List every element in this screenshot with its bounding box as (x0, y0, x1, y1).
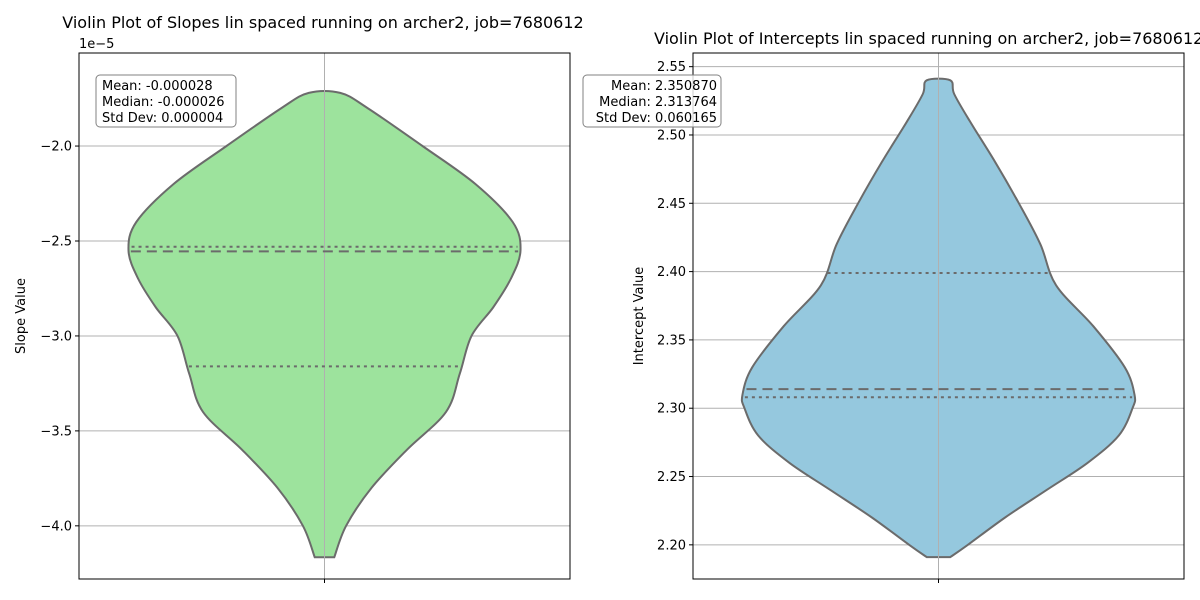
intercepts-y-tick-label-2: 2.30 (657, 402, 686, 417)
intercepts-chart-title: Violin Plot of Intercepts lin spaced run… (654, 29, 1200, 48)
slopes-y-tick-label-4: −4.0 (40, 519, 72, 534)
intercepts-stat-mean: Mean: 2.350870 (611, 79, 717, 94)
intercepts-y-tick-label-3: 2.35 (657, 333, 686, 348)
intercepts-stats-box-frame (582, 74, 722, 128)
slopes-y-tick-label-0: −2.0 (40, 140, 72, 155)
intercepts-y-axis-label: Intercept Value (632, 267, 647, 366)
slopes-y-axis-label: Slope Value (14, 278, 29, 354)
slopes-stat-std: Std Dev: 0.000004 (102, 111, 223, 126)
intercepts-y-tick-label-0: 2.20 (657, 538, 686, 553)
slopes-stats-box: Mean: -0.000028 Median: -0.000026 Std De… (95, 74, 237, 128)
slopes-y-tick-label-1: −2.5 (40, 234, 72, 249)
intercepts-stats-box: Mean: 2.350870 Median: 2.313764 Std Dev:… (582, 74, 722, 128)
intercepts-axes-frame (692, 52, 1185, 580)
intercepts-y-tick-label-7: 2.55 (657, 60, 686, 75)
slopes-violin-layer (127, 53, 522, 579)
slopes-stats-box-frame (95, 74, 237, 128)
intercepts-y-tick-label-4: 2.40 (657, 265, 686, 280)
slopes-y-tick-label-2: −3.0 (40, 329, 72, 344)
intercepts-stat-median: Median: 2.313764 (599, 95, 717, 110)
intercepts-y-tick-label-6: 2.50 (657, 128, 686, 143)
slopes-y-ticks: −2.0 −2.5 −3.0 −3.5 −4.0 (40, 140, 325, 583)
intercepts-y-tick-label-5: 2.45 (657, 197, 686, 212)
slopes-axes-frame (78, 52, 571, 580)
intercepts-y-ticks: 2.20 2.25 2.30 2.35 2.40 2.45 2.50 2.55 (657, 60, 939, 583)
slopes-panel: Violin Plot of Slopes lin spaced running… (14, 13, 584, 583)
slopes-stat-mean: Mean: -0.000028 (102, 79, 213, 94)
intercepts-stat-std: Std Dev: 0.060165 (596, 111, 717, 126)
slopes-y-tick-label-3: −3.5 (40, 424, 72, 439)
intercepts-violin-layer (740, 53, 1137, 579)
slopes-stat-median: Median: -0.000026 (102, 95, 225, 110)
intercepts-y-tick-label-1: 2.25 (657, 470, 686, 485)
intercepts-panel: Violin Plot of Intercepts lin spaced run… (582, 29, 1200, 583)
slopes-y-offset-label: 1e−5 (79, 37, 114, 52)
slopes-chart-title: Violin Plot of Slopes lin spaced running… (62, 13, 583, 32)
